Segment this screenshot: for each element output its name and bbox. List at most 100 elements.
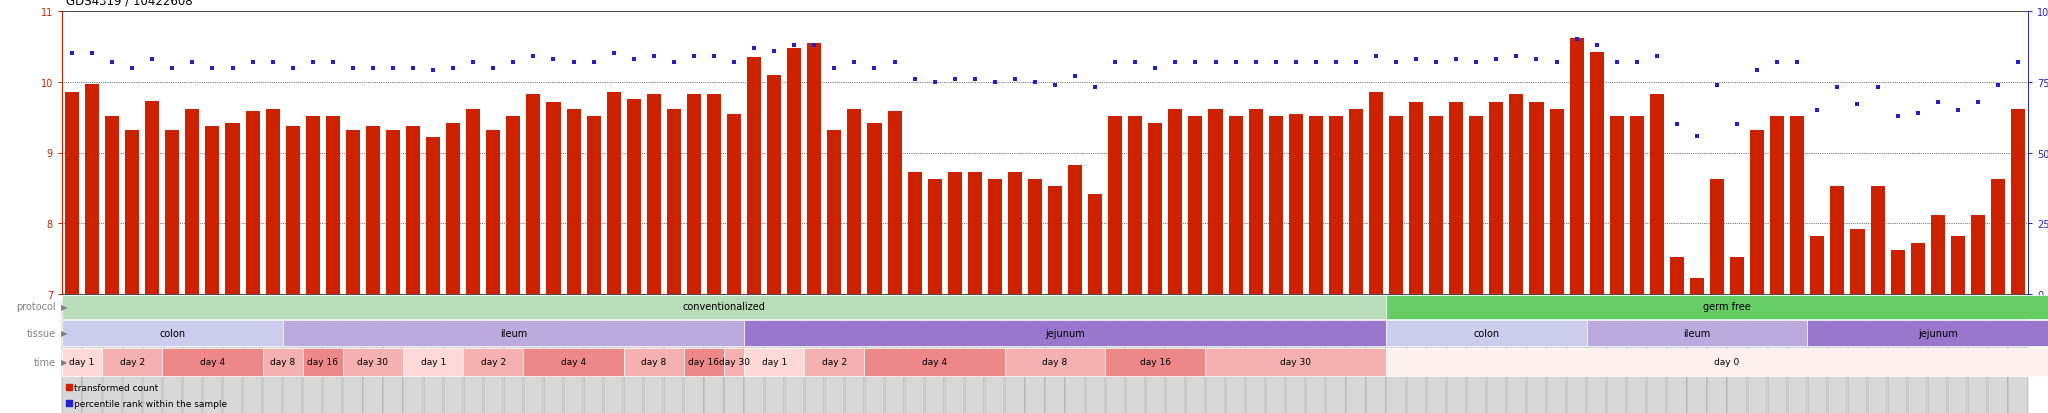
Bar — [1327, 300, 1346, 413]
Bar — [805, 348, 864, 377]
Bar — [604, 300, 623, 413]
Point — [1599, 59, 1632, 66]
Bar — [182, 300, 203, 413]
Text: colon: colon — [1473, 328, 1499, 338]
Point — [1982, 82, 2015, 89]
Bar — [1790, 116, 1804, 294]
Text: ▶: ▶ — [61, 302, 68, 311]
Bar — [1206, 348, 1386, 377]
Bar — [1651, 95, 1663, 294]
Point — [1540, 59, 1573, 66]
Text: ▶: ▶ — [61, 358, 68, 367]
Bar — [1726, 300, 1747, 413]
Bar — [1106, 348, 1206, 377]
Bar — [1407, 300, 1425, 413]
Point — [2001, 59, 2034, 66]
Bar — [1006, 300, 1024, 413]
Point — [176, 59, 209, 66]
Bar — [1589, 53, 1604, 294]
Point — [1118, 59, 1151, 66]
Point — [1360, 54, 1393, 60]
Bar — [786, 49, 801, 294]
Point — [616, 57, 649, 63]
Bar — [948, 173, 963, 294]
Bar — [1751, 131, 1763, 294]
Bar — [1788, 300, 1806, 413]
Bar — [104, 116, 119, 294]
Bar — [1731, 258, 1745, 294]
Bar — [61, 300, 82, 413]
Bar — [1286, 300, 1305, 413]
Text: time: time — [33, 357, 55, 367]
Point — [1260, 59, 1292, 66]
Point — [1962, 99, 1995, 106]
Bar — [725, 300, 743, 413]
Text: day 2: day 2 — [119, 358, 145, 367]
Point — [778, 43, 811, 49]
Point — [1200, 59, 1233, 66]
Bar — [1628, 300, 1647, 413]
Bar — [1249, 109, 1264, 294]
Point — [516, 54, 549, 60]
Point — [1460, 59, 1493, 66]
Point — [135, 57, 168, 63]
Bar — [1870, 187, 1884, 294]
Bar — [745, 300, 764, 413]
Point — [678, 54, 711, 60]
Bar — [406, 126, 420, 294]
Point — [498, 59, 530, 66]
Bar — [1710, 180, 1724, 294]
Bar — [1769, 116, 1784, 294]
Bar — [725, 348, 743, 377]
Bar — [928, 180, 942, 294]
Bar — [1409, 102, 1423, 294]
Bar — [346, 131, 360, 294]
Bar — [166, 131, 180, 294]
Bar — [446, 123, 461, 294]
Bar — [1509, 95, 1524, 294]
Point — [1862, 85, 1894, 92]
Text: day 2: day 2 — [481, 358, 506, 367]
Point — [156, 65, 188, 72]
Bar — [985, 300, 1004, 413]
Text: day 2: day 2 — [821, 358, 848, 367]
Bar — [1346, 300, 1366, 413]
Bar — [1389, 116, 1403, 294]
Bar — [1968, 300, 1987, 413]
Bar — [1008, 173, 1022, 294]
Point — [317, 59, 350, 66]
Bar — [303, 300, 322, 413]
Bar — [1948, 300, 1968, 413]
Point — [557, 59, 590, 66]
Bar — [1026, 300, 1044, 413]
Bar — [61, 295, 1386, 319]
Point — [958, 76, 991, 83]
Bar — [483, 300, 504, 413]
Bar — [1831, 187, 1845, 294]
Bar — [524, 348, 625, 377]
Bar — [1309, 116, 1323, 294]
Bar — [1106, 300, 1124, 413]
Point — [1038, 82, 1071, 89]
Point — [1901, 110, 1933, 117]
Bar — [684, 348, 725, 377]
Bar — [1952, 236, 1964, 294]
Bar — [1806, 320, 2048, 347]
Point — [55, 51, 88, 58]
Point — [276, 65, 309, 72]
Point — [1481, 57, 1513, 63]
Bar — [123, 300, 141, 413]
Point — [1520, 57, 1552, 63]
Point — [1841, 102, 1874, 109]
Bar — [1546, 300, 1567, 413]
Bar — [686, 95, 700, 294]
Bar — [205, 126, 219, 294]
Bar — [1108, 116, 1122, 294]
Bar — [926, 300, 944, 413]
Bar — [1747, 300, 1767, 413]
Point — [979, 79, 1012, 86]
Bar — [1427, 300, 1446, 413]
Bar — [66, 93, 80, 294]
Point — [297, 59, 330, 66]
Bar — [825, 300, 844, 413]
